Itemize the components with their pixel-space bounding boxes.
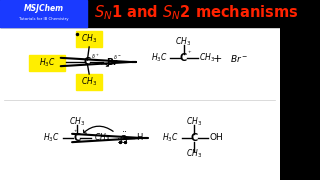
Text: $CH_3$: $CH_3$ (81, 32, 97, 45)
Text: $\delta^-$: $\delta^-$ (113, 53, 121, 61)
Text: $^+$: $^+$ (187, 51, 193, 55)
FancyBboxPatch shape (29, 55, 65, 71)
Bar (0, 0, 280, 27)
Text: MSJChem: MSJChem (24, 4, 64, 13)
Text: C: C (180, 53, 187, 63)
Text: :$\mathregular{\ddot{O}}$: :$\mathregular{\ddot{O}}$ (116, 130, 129, 146)
Text: $+$: $+$ (212, 53, 222, 64)
Text: $H_3C$: $H_3C$ (43, 132, 60, 144)
Text: Tutorials for IB Chemistry: Tutorials for IB Chemistry (19, 17, 68, 21)
Bar (0, 27, 280, 180)
FancyBboxPatch shape (76, 30, 102, 46)
Text: $H_3C$: $H_3C$ (151, 52, 168, 64)
FancyBboxPatch shape (76, 73, 102, 89)
Text: $CH_3$: $CH_3$ (186, 148, 202, 160)
Text: $CH_3$: $CH_3$ (81, 75, 97, 88)
Text: OH: OH (210, 134, 223, 143)
Text: C: C (84, 57, 91, 67)
Text: $CH_3$: $CH_3$ (69, 116, 85, 128)
Text: $CH_3$: $CH_3$ (175, 36, 192, 48)
Text: $CH_3$: $CH_3$ (199, 52, 215, 64)
Text: $H_3C$: $H_3C$ (39, 56, 56, 69)
Text: $CH_3$: $CH_3$ (186, 116, 202, 128)
Bar (0, 0, 87, 27)
Text: $S_N$1 and $S_N$2 mechanisms: $S_N$1 and $S_N$2 mechanisms (94, 4, 299, 22)
Text: $CH_3$: $CH_3$ (94, 132, 110, 144)
Text: C: C (190, 133, 198, 143)
Text: $Br^-$: $Br^-$ (230, 53, 248, 64)
Text: $\delta^+$: $\delta^+$ (91, 53, 100, 61)
Text: $H_3C$: $H_3C$ (162, 132, 178, 144)
Text: C: C (73, 133, 81, 143)
Text: H: H (136, 134, 143, 143)
Text: $^+$: $^+$ (73, 129, 79, 134)
Text: Br: Br (106, 57, 117, 66)
